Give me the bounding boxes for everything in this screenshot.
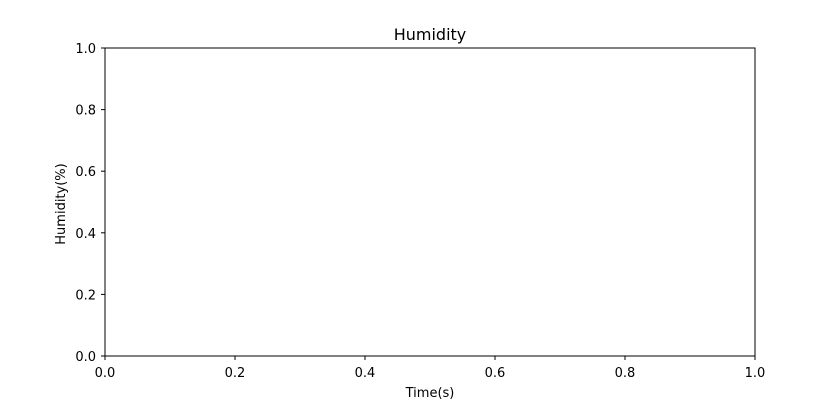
x-tick-label: 0.4 [355,366,376,381]
x-tick-label: 1.0 [745,366,766,381]
x-tick-label: 0.8 [615,366,636,381]
y-tick-label: 1.0 [75,42,96,57]
y-tick-label: 0.4 [75,227,96,242]
chart-title: Humidity [394,25,467,44]
y-tick-label: 0.0 [75,350,96,365]
axes-frame [104,47,756,357]
x-tick-label: 0.2 [225,366,246,381]
y-axis-ticks: 0.0 0.2 0.4 0.6 0.8 1.0 [75,42,105,365]
y-axis-label: Humidity(%) [54,163,69,244]
y-tick-label: 0.8 [75,104,96,119]
y-tick-label: 0.2 [75,288,96,303]
x-tick-label: 0.0 [95,366,116,381]
x-tick-label: 0.6 [485,366,506,381]
x-axis-label: Time(s) [405,386,455,400]
x-axis-ticks: 0.0 0.2 0.4 0.6 0.8 1.0 [95,356,766,381]
y-tick-label: 0.6 [75,165,96,180]
